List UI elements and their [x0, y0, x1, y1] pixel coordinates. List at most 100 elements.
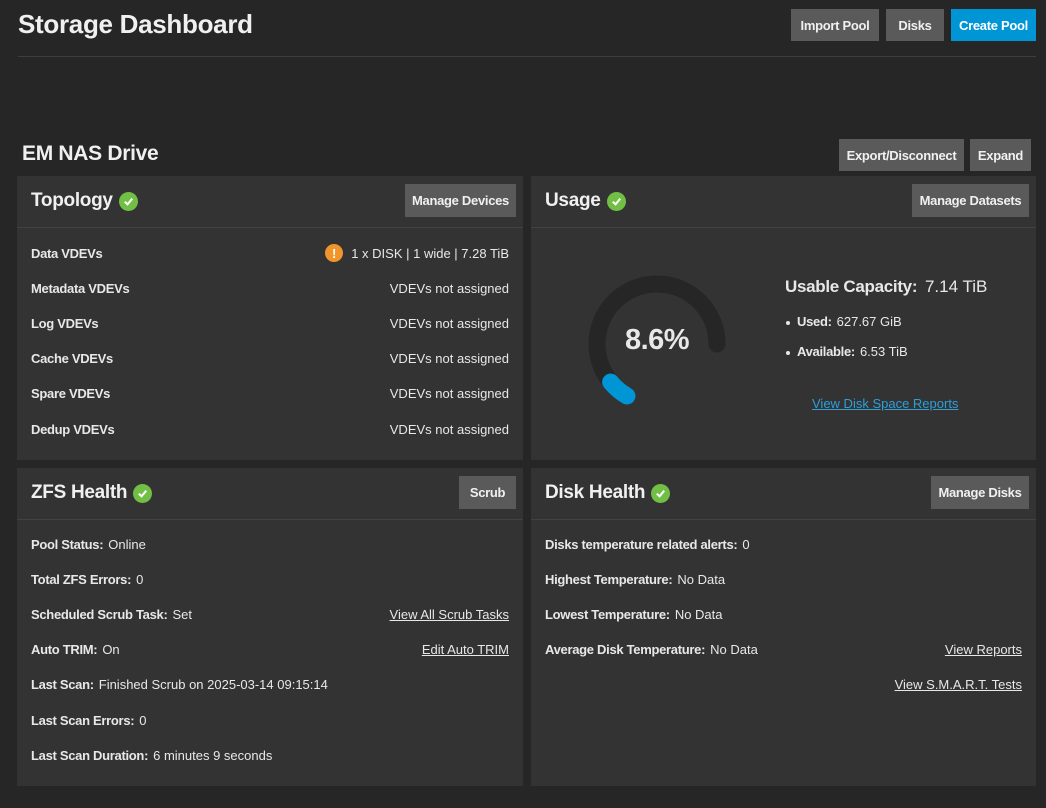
- zfs-health-header: ZFS Health Scrub: [17, 468, 523, 520]
- lowest-temperature-label: Lowest Temperature:: [545, 606, 670, 622]
- topology-row-label: Metadata VDEVs: [31, 280, 130, 296]
- zfs-errors-label: Total ZFS Errors:: [31, 571, 132, 587]
- scrub-task-row: Scheduled Scrub Task: Set View All Scrub…: [31, 605, 509, 623]
- expand-button[interactable]: Expand: [970, 139, 1031, 171]
- usage-card: Usage Manage Datasets 8.6% Usable Capaci…: [531, 176, 1036, 460]
- view-smart-tests-link[interactable]: View S.M.A.R.T. Tests: [894, 676, 1022, 692]
- zfs-errors-value: 0: [136, 571, 144, 587]
- topology-row-value: VDEVs not assigned: [389, 315, 509, 331]
- gauge-fill: [602, 373, 636, 405]
- last-scan-errors-value: 0: [139, 712, 147, 728]
- topology-row: Metadata VDEVs VDEVs not assigned: [31, 279, 509, 297]
- available-label: Available:: [797, 344, 855, 359]
- topology-row: Spare VDEVs VDEVs not assigned: [31, 384, 509, 402]
- topology-row: Cache VDEVs VDEVs not assigned: [31, 349, 509, 367]
- check-circle-icon: [606, 191, 626, 211]
- average-temperature-row: Average Disk Temperature: No Data View R…: [545, 640, 1022, 658]
- check-circle-icon: [651, 483, 671, 503]
- topology-row-label: Data VDEVs: [31, 245, 103, 261]
- average-temperature-label: Average Disk Temperature:: [545, 641, 706, 657]
- lowest-temperature-value: No Data: [674, 606, 723, 622]
- temperature-alerts-label: Disks temperature related alerts:: [545, 536, 738, 552]
- topology-row-value: VDEVs not assigned: [389, 280, 509, 296]
- usable-capacity: Usable Capacity: 7.14 TiB: [785, 277, 987, 297]
- topology-row-value: VDEVs not assigned: [389, 385, 509, 401]
- disk-health-card: Disk Health Manage Disks Disks temperatu…: [531, 468, 1036, 786]
- disk-health-title: Disk Health: [545, 482, 671, 504]
- topology-row: Data VDEVs ! 1 x DISK | 1 wide | 7.28 Ti…: [31, 244, 509, 262]
- scrub-task-value: Set: [172, 606, 193, 622]
- edit-auto-trim-link[interactable]: Edit Auto TRIM: [421, 641, 509, 657]
- zfs-errors-row: Total ZFS Errors: 0: [31, 570, 509, 588]
- usage-gauge: [588, 275, 726, 405]
- available-value: 6.53 TiB: [859, 344, 908, 359]
- usable-capacity-value: 7.14 TiB: [924, 277, 988, 296]
- lowest-temperature-row: Lowest Temperature: No Data: [545, 605, 1022, 623]
- last-scan-label: Last Scan:: [31, 676, 94, 692]
- view-reports-link[interactable]: View Reports: [944, 641, 1022, 657]
- export-disconnect-button[interactable]: Export/Disconnect: [839, 139, 964, 171]
- warning-icon: !: [325, 244, 344, 262]
- highest-temperature-label: Highest Temperature:: [545, 571, 673, 587]
- manage-datasets-button[interactable]: Manage Datasets: [912, 184, 1029, 217]
- topology-row-label: Spare VDEVs: [31, 385, 111, 401]
- last-scan-errors-label: Last Scan Errors:: [31, 712, 135, 728]
- view-disk-space-reports-link[interactable]: View Disk Space Reports: [812, 396, 959, 411]
- highest-temperature-row: Highest Temperature: No Data: [545, 570, 1022, 588]
- scrub-button[interactable]: Scrub: [459, 476, 516, 509]
- topology-card: Topology Manage Devices Data VDEVs ! 1 x…: [17, 176, 523, 460]
- manage-disks-button[interactable]: Manage Disks: [931, 476, 1029, 509]
- zfs-health-title-text: ZFS Health: [31, 482, 128, 503]
- zfs-health-title: ZFS Health: [31, 482, 153, 504]
- topology-row-label: Dedup VDEVs: [31, 421, 115, 437]
- header-divider: [18, 56, 1036, 57]
- usage-header: Usage Manage Datasets: [531, 176, 1036, 228]
- pool-status-row: Pool Status: Online: [31, 535, 509, 553]
- topology-row-label: Cache VDEVs: [31, 350, 113, 366]
- last-scan-row: Last Scan: Finished Scrub on 2025-03-14 …: [31, 675, 509, 693]
- topology-row: Log VDEVs VDEVs not assigned: [31, 314, 509, 332]
- used-item: Used: 627.67 GiB: [786, 314, 902, 329]
- available-item: Available: 6.53 TiB: [786, 344, 908, 359]
- temperature-alerts-value: 0: [742, 536, 750, 552]
- topology-title-text: Topology: [31, 190, 113, 211]
- topology-row: Dedup VDEVs VDEVs not assigned: [31, 420, 509, 438]
- average-temperature-value: No Data: [710, 641, 758, 657]
- pool-name: EM NAS Drive: [22, 142, 159, 165]
- disk-health-header: Disk Health Manage Disks: [531, 468, 1036, 520]
- highest-temperature-value: No Data: [677, 571, 726, 587]
- temperature-alerts-row: Disks temperature related alerts: 0: [545, 535, 1022, 553]
- zfs-health-card: ZFS Health Scrub Pool Status: Online Tot…: [17, 468, 523, 786]
- scrub-task-label: Scheduled Scrub Task:: [31, 606, 168, 622]
- pool-status-value: Online: [108, 536, 146, 552]
- topology-row-label: Log VDEVs: [31, 315, 99, 331]
- view-all-scrub-tasks-link[interactable]: View All Scrub Tasks: [389, 606, 509, 622]
- topology-row-value: VDEVs not assigned: [389, 350, 509, 366]
- topology-title: Topology: [31, 190, 138, 212]
- gauge-track: [588, 275, 726, 405]
- usage-percent: 8.6%: [624, 324, 690, 356]
- used-label: Used:: [797, 314, 832, 329]
- last-scan-duration-row: Last Scan Duration: 6 minutes 9 seconds: [31, 746, 509, 764]
- smart-tests-row: View S.M.A.R.T. Tests: [545, 675, 1022, 693]
- usage-title: Usage: [545, 190, 626, 212]
- page-title: Storage Dashboard: [18, 9, 253, 39]
- last-scan-duration-value: 6 minutes 9 seconds: [153, 747, 273, 763]
- disk-health-title-text: Disk Health: [545, 482, 646, 503]
- used-value: 627.67 GiB: [836, 314, 902, 329]
- auto-trim-label: Auto TRIM:: [31, 641, 98, 657]
- pool-status-label: Pool Status:: [31, 536, 104, 552]
- last-scan-errors-row: Last Scan Errors: 0: [31, 711, 509, 729]
- topology-row-value: 1 x DISK | 1 wide | 7.28 TiB: [351, 245, 509, 261]
- auto-trim-row: Auto TRIM: On Edit Auto TRIM: [31, 640, 509, 658]
- auto-trim-value: On: [102, 641, 120, 657]
- topology-header: Topology Manage Devices: [17, 176, 523, 228]
- check-circle-icon: [133, 483, 153, 503]
- manage-devices-button[interactable]: Manage Devices: [405, 184, 516, 217]
- usable-capacity-label: Usable Capacity:: [785, 277, 918, 296]
- topology-row-value: VDEVs not assigned: [389, 421, 509, 437]
- create-pool-button[interactable]: Create Pool: [951, 9, 1036, 41]
- disks-button[interactable]: Disks: [886, 9, 944, 41]
- check-circle-icon: [118, 191, 138, 211]
- import-pool-button[interactable]: Import Pool: [791, 9, 879, 41]
